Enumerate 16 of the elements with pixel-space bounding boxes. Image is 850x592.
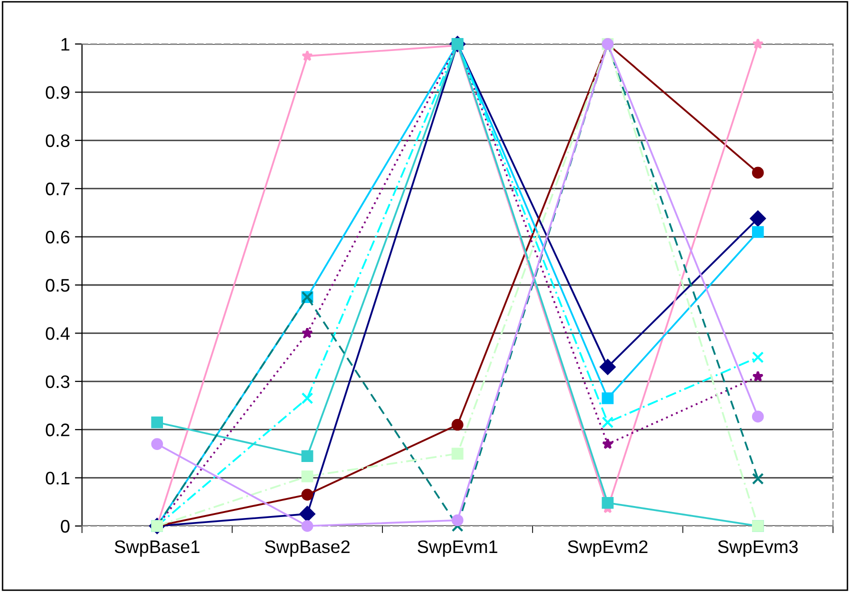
y-tick-label: 0	[60, 520, 70, 533]
y-tick-label: 0.9	[46, 86, 70, 99]
y-tick-label: 0.5	[46, 278, 70, 292]
x-tick-label: SwpEvm3	[718, 540, 798, 557]
x-tick-label: SwpBase2	[264, 540, 350, 557]
x-tick-label: SwpBase1	[114, 540, 200, 557]
x-tick-label: SwpEvm2	[568, 540, 648, 557]
y-tick-label: 0.7	[46, 182, 70, 196]
y-tick-label: 0.4	[46, 327, 70, 340]
y-tick-label: 0.3	[46, 375, 70, 388]
y-tick-label: 1	[62, 38, 70, 51]
y-tick-label: 0.1	[46, 472, 70, 485]
y-tick-label: 0.2	[46, 424, 70, 436]
y-tick-label: 0.6	[46, 230, 70, 244]
x-tick-label: SwpEvm1	[418, 540, 498, 557]
y-tick-label: 0.8	[46, 134, 70, 148]
